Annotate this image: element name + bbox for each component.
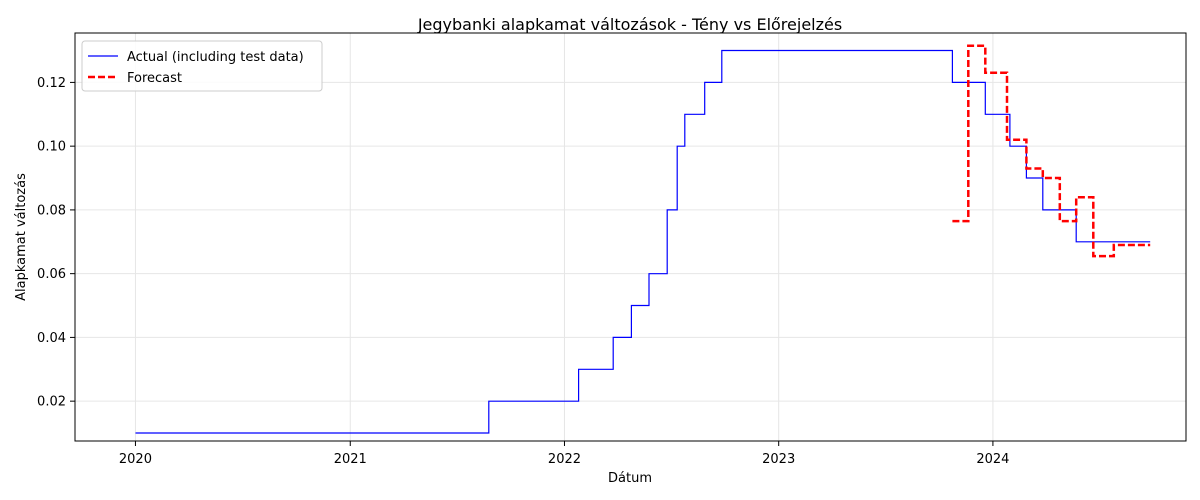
x-tick-label: 2023: [762, 452, 795, 467]
x-axis-label: Dátum: [608, 471, 652, 486]
x-tick-label: 2024: [976, 452, 1009, 467]
legend-box: [81, 40, 323, 92]
y-tick-label: 0.02: [37, 395, 66, 410]
x-tick-label: 2021: [334, 452, 367, 467]
legend-label-actual: Actual (including test data): [127, 50, 304, 65]
y-tick-label: 0.10: [37, 140, 66, 155]
forecast-series-line: [952, 44, 1151, 258]
y-axis-label: Alapkamat változás: [14, 173, 29, 301]
plot-frame: [74, 32, 1187, 442]
x-axis-ticks: 2020 2021 2022 2023 2024: [119, 441, 1009, 467]
y-tick-label: 0.06: [37, 267, 66, 282]
x-tick-label: 2020: [119, 452, 152, 467]
x-tick-label: 2022: [548, 452, 581, 467]
y-tick-label: 0.04: [37, 331, 66, 346]
legend: Actual (including test data) Forecast: [81, 40, 323, 92]
y-tick-label: 0.12: [37, 76, 66, 91]
plot-area: [135, 44, 1151, 434]
series-layer: [135, 44, 1151, 434]
chart-title: Jegybanki alapkamat változások - Tény vs…: [417, 15, 842, 34]
y-axis-ticks: 0.02 0.04 0.06 0.08 0.10 0.12: [37, 76, 75, 410]
y-tick-label: 0.08: [37, 203, 66, 218]
legend-label-forecast: Forecast: [127, 71, 182, 86]
